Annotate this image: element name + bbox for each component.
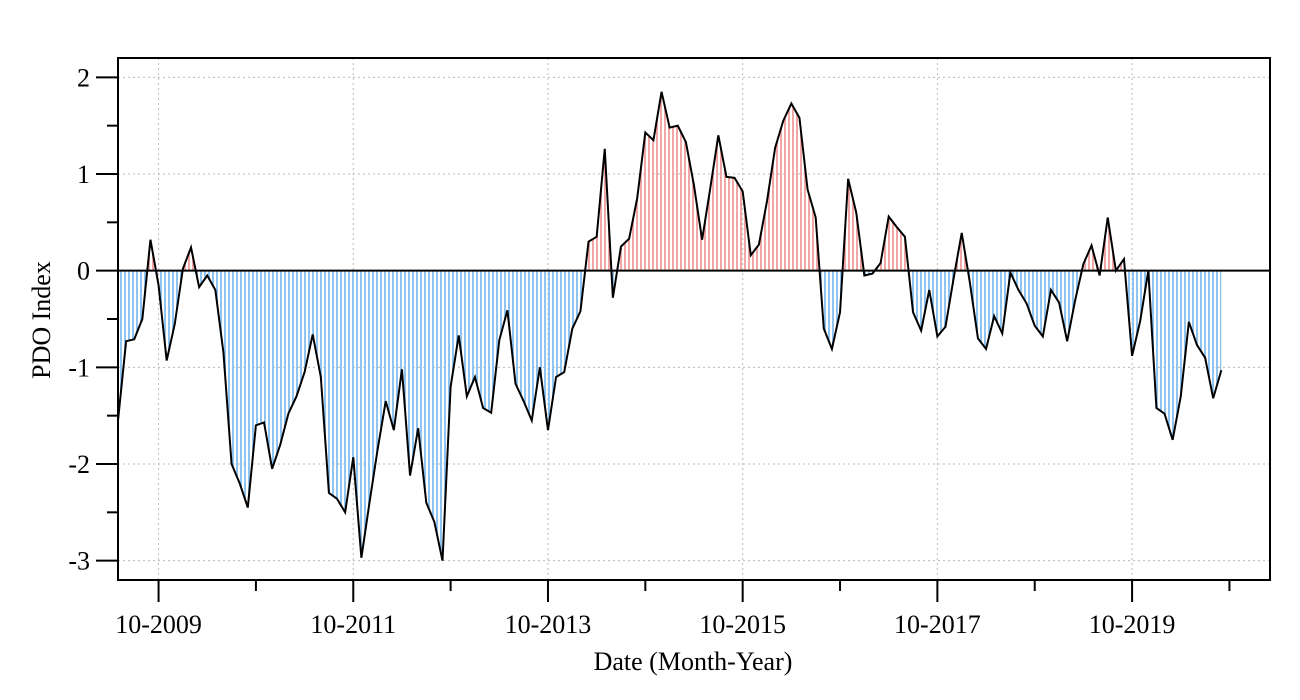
y-tick-label: 2 xyxy=(77,63,90,92)
y-tick-label: -3 xyxy=(68,547,90,576)
y-axis-title: PDO Index xyxy=(27,261,56,379)
x-axis-title: Date (Month-Year) xyxy=(594,647,793,676)
pdo-line xyxy=(117,91,1223,561)
positive-area xyxy=(147,91,1125,271)
y-tick-label: 1 xyxy=(77,160,90,189)
y-tick-label: -1 xyxy=(68,353,90,382)
x-tick-label: 10-2019 xyxy=(1089,610,1176,639)
y-tick-label: -2 xyxy=(68,450,90,479)
x-tick-label: 10-2009 xyxy=(115,610,202,639)
x-tick-label: 10-2013 xyxy=(505,610,592,639)
x-tick-label: 10-2015 xyxy=(699,610,786,639)
x-tick-label: 10-2011 xyxy=(310,610,396,639)
negative-area xyxy=(118,270,1222,561)
x-tick-label: 10-2017 xyxy=(894,610,981,639)
y-tick-label: 0 xyxy=(77,257,90,286)
